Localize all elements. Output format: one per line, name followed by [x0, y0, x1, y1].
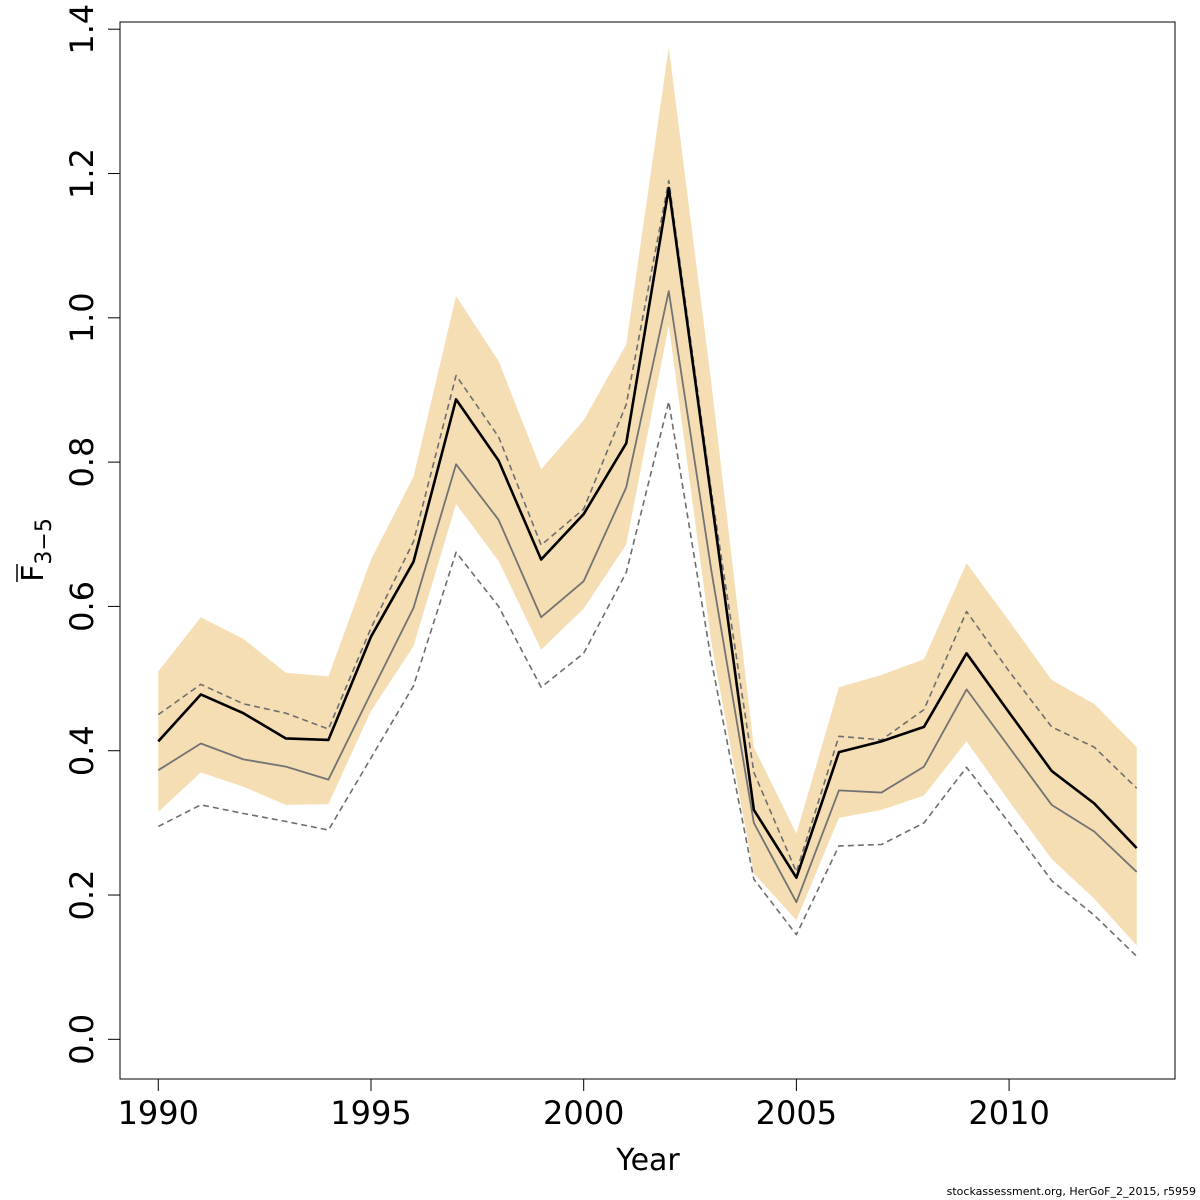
y-axis-title-base: F	[16, 565, 51, 582]
x-axis-title: Year	[615, 1143, 680, 1178]
y-axis-title: F3−5	[16, 518, 57, 582]
dashed-lower-line	[157, 400, 1138, 957]
x-tick-label: 2010	[968, 1094, 1049, 1132]
x-axis: 1990 1995 2000 2005 2010	[118, 1078, 1050, 1132]
footer-credit: stockassessment.org, HerGoF_2_2015, r595…	[946, 1185, 1196, 1198]
y-tick-label: 0.4	[63, 725, 101, 776]
svg-text:F3−5: F3−5	[16, 518, 57, 582]
y-tick-label: 0.6	[63, 581, 101, 632]
y-tick-label: 1.4	[63, 4, 101, 55]
grey-estimate-line	[157, 290, 1138, 904]
main-estimate-line	[157, 186, 1138, 880]
y-tick-label: 1.2	[63, 148, 101, 199]
x-tick-label: 1990	[118, 1094, 199, 1132]
dashed-upper-line	[157, 179, 1138, 873]
x-tick-label: 2000	[543, 1094, 624, 1132]
y-tick-label: 0.2	[63, 870, 101, 921]
x-tick-label: 2005	[756, 1094, 837, 1132]
y-tick-label: 0.0	[63, 1014, 101, 1065]
x-tick-label: 1995	[330, 1094, 411, 1132]
y-axis: 0.0 0.2 0.4 0.6 0.8 1.0 1.2 1.4	[63, 4, 121, 1065]
y-tick-label: 0.8	[63, 437, 101, 488]
confidence-band	[158, 47, 1137, 946]
y-axis-title-sub: 3−5	[32, 518, 57, 564]
y-tick-label: 1.0	[63, 292, 101, 343]
plot-box	[119, 21, 1176, 1080]
